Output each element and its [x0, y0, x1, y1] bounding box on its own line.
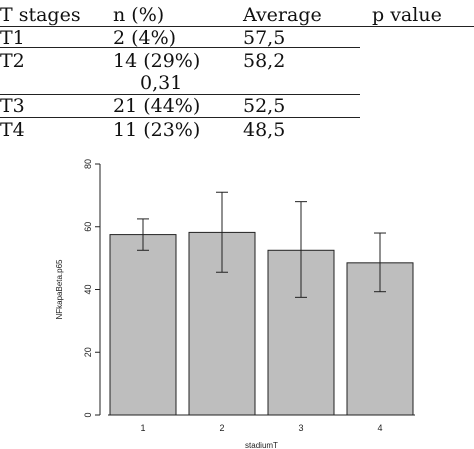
- row-t2-n: 14 (29%): [113, 50, 201, 72]
- bar-1: [109, 234, 177, 416]
- row-t1-average: 57,5: [243, 27, 286, 49]
- y-tick-label: 20: [83, 347, 93, 357]
- x-axis-label: stadiumT: [245, 441, 278, 449]
- x-tick-label: 1: [140, 423, 145, 433]
- y-tick-label: 40: [83, 284, 93, 294]
- row-t4-n: 11 (23%): [113, 119, 201, 141]
- bar-chart: 0 20 40 60 80 NFkapaBeta.p65 1 2 3 4 stadiumT: [55, 159, 415, 449]
- row-t3-n: 21 (44%): [113, 95, 201, 117]
- header-divider: [0, 26, 474, 27]
- row-t4-stage: T4: [0, 119, 25, 141]
- row-t3-divider: [0, 117, 360, 118]
- y-axis-label: NFkapaBeta.p65: [55, 259, 64, 320]
- row-t3-average: 52,5: [243, 95, 286, 117]
- x-tick-label: 4: [377, 423, 382, 433]
- y-tick-label: 0: [83, 412, 93, 417]
- header-p-value: p value: [372, 4, 442, 26]
- header-average: Average: [243, 4, 322, 26]
- row-t1-divider: [0, 47, 360, 48]
- x-tick-label: 2: [219, 423, 224, 433]
- y-tick-label: 80: [83, 159, 93, 169]
- y-tick-label: 60: [83, 222, 93, 232]
- row-t3-stage: T3: [0, 95, 25, 117]
- summary-table: T stages n (%) Average p value T1 2 (4%)…: [0, 0, 474, 140]
- row-t1-n: 2 (4%): [113, 27, 177, 49]
- header-t-stages: T stages: [0, 4, 81, 26]
- x-tick-label: 3: [298, 423, 303, 433]
- row-t2-stage: T2: [0, 50, 25, 72]
- row-t1-stage: T1: [0, 27, 25, 49]
- row-t2-average: 58,2: [243, 50, 286, 72]
- p-value-text: 0,31: [140, 72, 183, 94]
- row-t2-divider: [0, 94, 360, 95]
- header-n-percent: n (%): [113, 4, 165, 26]
- row-t4-average: 48,5: [243, 119, 286, 141]
